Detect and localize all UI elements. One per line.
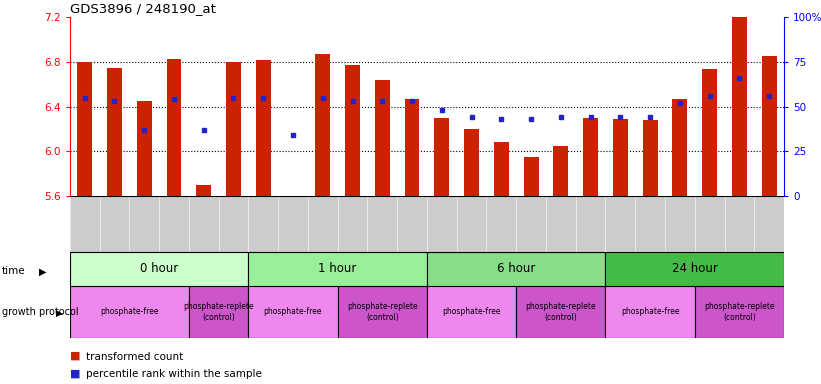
- Bar: [494, 142, 509, 196]
- Bar: [107, 68, 122, 196]
- Bar: [643, 120, 658, 196]
- Text: ■: ■: [70, 368, 80, 378]
- Bar: [427, 286, 516, 338]
- Text: phosphate-free: phosphate-free: [264, 308, 323, 316]
- Text: 0 hour: 0 hour: [140, 262, 178, 275]
- Bar: [77, 62, 92, 196]
- Bar: [732, 17, 747, 196]
- Bar: [256, 60, 271, 196]
- Bar: [464, 129, 479, 196]
- Bar: [427, 252, 606, 286]
- Bar: [695, 286, 784, 338]
- Text: phosphate-replete
(control): phosphate-replete (control): [525, 302, 596, 322]
- Text: phosphate-free: phosphate-free: [100, 308, 158, 316]
- Bar: [702, 69, 717, 196]
- Bar: [613, 119, 628, 196]
- Text: growth protocol: growth protocol: [2, 307, 78, 317]
- Bar: [70, 286, 189, 338]
- Text: phosphate-free: phosphate-free: [621, 308, 680, 316]
- Text: ▶: ▶: [39, 266, 47, 276]
- Bar: [434, 118, 449, 196]
- Bar: [345, 65, 360, 196]
- Text: time: time: [2, 266, 25, 276]
- Bar: [70, 252, 248, 286]
- Bar: [524, 157, 539, 196]
- Bar: [167, 59, 181, 196]
- Text: phosphate-free: phosphate-free: [443, 308, 501, 316]
- Text: transformed count: transformed count: [86, 352, 183, 362]
- Bar: [315, 54, 330, 196]
- Bar: [762, 56, 777, 196]
- Bar: [606, 286, 695, 338]
- Bar: [516, 286, 606, 338]
- Text: phosphate-replete
(control): phosphate-replete (control): [183, 302, 254, 322]
- Bar: [672, 99, 687, 196]
- Text: phosphate-replete
(control): phosphate-replete (control): [704, 302, 775, 322]
- Bar: [606, 252, 784, 286]
- Bar: [583, 118, 598, 196]
- Text: 1 hour: 1 hour: [319, 262, 357, 275]
- Text: phosphate-replete
(control): phosphate-replete (control): [347, 302, 418, 322]
- Bar: [248, 252, 427, 286]
- Bar: [375, 80, 390, 196]
- Bar: [337, 286, 427, 338]
- Bar: [405, 99, 420, 196]
- Text: percentile rank within the sample: percentile rank within the sample: [86, 369, 262, 379]
- Bar: [137, 101, 152, 196]
- Text: ▶: ▶: [56, 308, 62, 318]
- Bar: [196, 185, 211, 196]
- Text: 6 hour: 6 hour: [497, 262, 535, 275]
- Bar: [553, 146, 568, 196]
- Bar: [248, 286, 337, 338]
- Text: ■: ■: [70, 351, 80, 361]
- Text: GDS3896 / 248190_at: GDS3896 / 248190_at: [70, 2, 216, 15]
- Bar: [226, 62, 241, 196]
- Text: 24 hour: 24 hour: [672, 262, 718, 275]
- Bar: [286, 196, 300, 204]
- Bar: [189, 286, 249, 338]
